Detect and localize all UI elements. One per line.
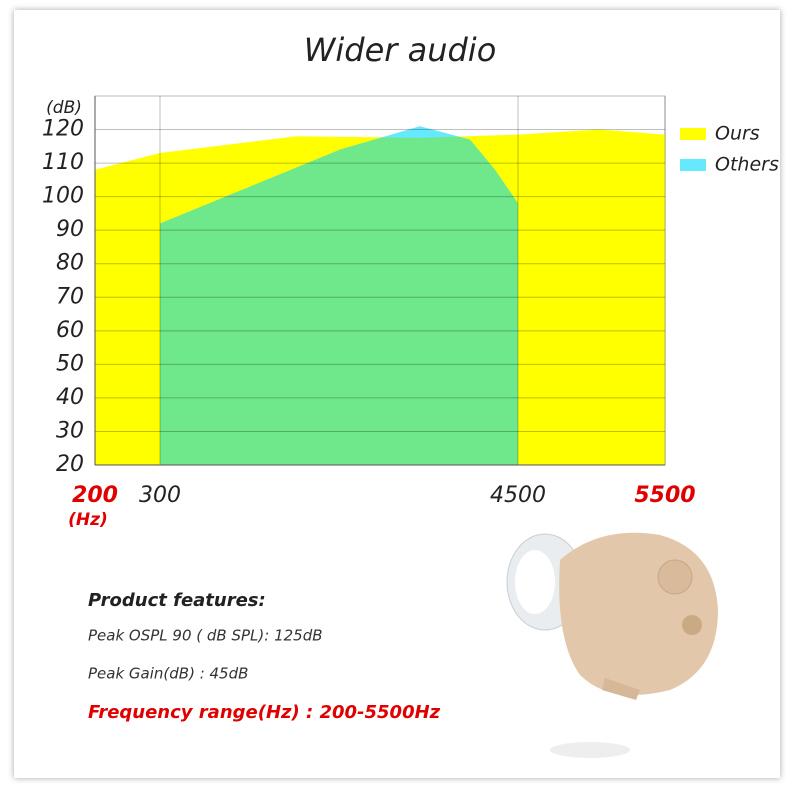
x-tick-label: 4500 [490,483,546,508]
y-tick-label: 100 [42,184,84,209]
legend-swatch [680,159,706,171]
y-tick-label: 90 [56,217,84,242]
y-axis-label: (dB) [46,98,82,118]
y-tick-label: 40 [56,385,84,410]
chart-title: Wider audio [304,31,497,69]
y-tick-label: 80 [56,251,84,276]
features-heading: Product features: [88,590,266,611]
x-tick-label: 300 [139,483,181,508]
y-tick-label: 110 [42,150,84,175]
y-tick-label: 30 [56,418,84,443]
y-tick-label: 60 [56,318,84,343]
feature-item: Peak Gain(dB) : 45dB [88,665,248,683]
product-image [506,532,718,758]
x-axis-label: (Hz) [68,510,108,530]
feature-highlight: Frequency range(Hz) : 200-5500Hz [88,702,441,723]
legend-swatch [680,128,706,140]
overlap-area [160,129,518,465]
x-tick-label: 5500 [634,483,695,508]
feature-item: Peak OSPL 90 ( dB SPL): 125dB [88,627,323,645]
legend-label: Ours [715,123,760,145]
y-tick-label: 70 [56,284,84,309]
y-tick-label: 120 [42,117,84,142]
legend-label: Others [715,154,779,176]
y-tick-label: 50 [56,351,84,376]
y-tick-label: 20 [56,452,84,477]
x-tick-label: 200 [72,483,118,508]
